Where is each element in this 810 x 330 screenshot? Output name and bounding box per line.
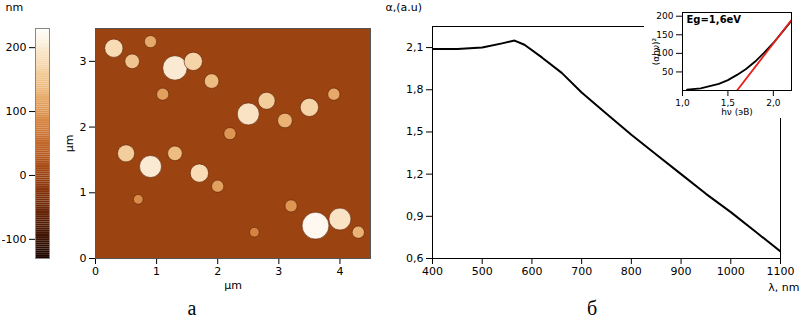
svg-text:2,1: 2,1 xyxy=(406,41,424,54)
svg-text:1,8: 1,8 xyxy=(406,83,424,96)
svg-text:600: 600 xyxy=(521,265,542,278)
svg-text:3: 3 xyxy=(275,265,282,278)
svg-text:100: 100 xyxy=(6,105,27,118)
svg-text:λ, nm: λ, nm xyxy=(768,281,799,294)
svg-text:-100: -100 xyxy=(2,233,27,246)
svg-text:(αhν)²: (αhν)² xyxy=(651,37,661,65)
svg-text:0: 0 xyxy=(92,265,99,278)
svg-text:1100: 1100 xyxy=(767,265,795,278)
svg-text:200: 200 xyxy=(6,41,27,54)
svg-text:0: 0 xyxy=(20,169,27,182)
svg-text:Eg=1,6eV: Eg=1,6eV xyxy=(687,14,742,25)
svg-text:1: 1 xyxy=(153,265,160,278)
svg-text:2: 2 xyxy=(80,121,87,134)
svg-text:400: 400 xyxy=(422,265,443,278)
svg-text:3: 3 xyxy=(80,55,87,68)
svg-text:1000: 1000 xyxy=(717,265,745,278)
svg-text:nm: nm xyxy=(6,1,24,14)
svg-text:50: 50 xyxy=(662,67,674,77)
svg-text:800: 800 xyxy=(621,265,642,278)
svg-text:1: 1 xyxy=(80,186,87,199)
svg-text:1,5: 1,5 xyxy=(406,125,424,138)
svg-text:μm: μm xyxy=(63,135,76,153)
svg-text:2: 2 xyxy=(214,265,221,278)
svg-text:1,0: 1,0 xyxy=(675,98,690,108)
svg-text:2,0: 2,0 xyxy=(766,98,781,108)
svg-text:500: 500 xyxy=(472,265,493,278)
svg-text:1,5: 1,5 xyxy=(720,97,736,108)
svg-text:hν (эВ): hν (эВ) xyxy=(721,107,753,117)
svg-text:200: 200 xyxy=(656,11,673,21)
svg-text:0,9: 0,9 xyxy=(406,210,424,223)
svg-text:150: 150 xyxy=(656,29,674,40)
svg-text:0,6: 0,6 xyxy=(406,252,424,265)
svg-text:700: 700 xyxy=(571,265,592,278)
svg-text:α,(a.u): α,(a.u) xyxy=(386,1,423,14)
svg-text:900: 900 xyxy=(671,265,692,278)
svg-text:μm: μm xyxy=(224,279,242,292)
html-text:а: а xyxy=(187,297,197,319)
svg-text:100: 100 xyxy=(656,48,674,59)
html-text:б: б xyxy=(586,297,598,319)
svg-text:0: 0 xyxy=(80,252,87,265)
svg-text:1,2: 1,2 xyxy=(406,168,424,181)
svg-text:4: 4 xyxy=(336,265,343,278)
